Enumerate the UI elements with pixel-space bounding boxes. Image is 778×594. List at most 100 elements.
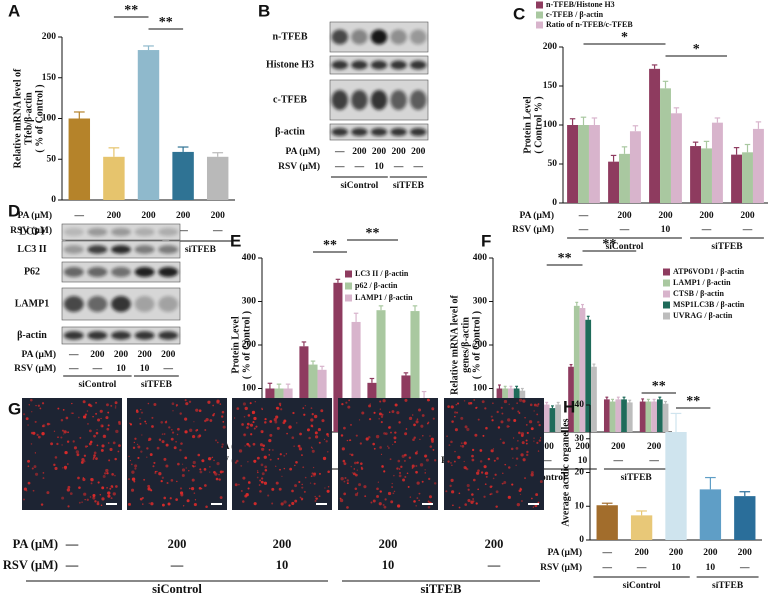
organelle-dot (358, 483, 362, 487)
organelle-dot (484, 483, 487, 485)
organelle-dot (349, 453, 351, 455)
blot-band (134, 228, 155, 236)
organelle-dot (95, 457, 98, 460)
organelle-dot (205, 505, 208, 509)
organelle-dot (533, 410, 535, 412)
organelle-dot (221, 415, 224, 418)
organelle-dot (110, 485, 114, 488)
organelle-dot (264, 421, 267, 424)
organelle-dot (256, 476, 259, 479)
organelle-dot (244, 445, 246, 447)
organelle-dot (283, 467, 286, 470)
organelle-dot (288, 425, 292, 429)
organelle-dot (243, 433, 247, 437)
organelle-dot (65, 416, 69, 420)
organelle-dot (433, 482, 437, 485)
organelle-dot (128, 502, 131, 506)
blot-band (63, 245, 84, 254)
bar (660, 88, 671, 203)
condition-value: — (177, 226, 188, 236)
organelle-dot (314, 495, 316, 498)
organelle-dot (372, 499, 376, 503)
organelle-dot (261, 472, 265, 476)
legend-label: c-TFEB / β-actin (546, 10, 604, 19)
bar (609, 401, 616, 432)
group-label: siControl (340, 181, 378, 191)
organelle-dot (327, 470, 330, 474)
organelle-dot (323, 438, 326, 440)
condition-value: 200 (114, 350, 129, 360)
organelle-dot (252, 421, 255, 424)
organelle-dot (501, 482, 504, 485)
organelle-dot (164, 421, 168, 424)
legend-label: CTSB / β-actin (673, 289, 724, 298)
condition-label: PA (μM) (286, 146, 321, 157)
organelle-dot (107, 494, 111, 498)
organelle-dot (521, 441, 525, 445)
organelle-dot (112, 492, 116, 496)
organelle-dot (495, 490, 499, 494)
organelle-dot (233, 417, 236, 419)
organelle-dot (309, 482, 312, 484)
organelle-dot (350, 453, 354, 457)
organelle-dot (428, 477, 431, 481)
organelle-dot (28, 404, 30, 406)
band-label: β-actin (17, 330, 47, 341)
condition-value: — (92, 364, 103, 374)
organelle-dot (380, 415, 384, 418)
organelle-dot (32, 489, 35, 492)
condition-value: — (74, 211, 85, 221)
organelle-dot (50, 442, 54, 446)
organelle-dot (428, 495, 432, 499)
organelle-dot (456, 411, 459, 414)
organelle-dot (343, 462, 347, 466)
y-tick-label: 0 (579, 535, 584, 545)
legend-swatch (536, 21, 543, 29)
organelle-dot (84, 413, 88, 416)
organelle-dot (451, 420, 454, 423)
organelle-dot (421, 414, 425, 417)
organelle-dot (515, 446, 519, 450)
significance-label: ** (323, 238, 337, 253)
y-tick-label: 50 (47, 154, 57, 164)
organelle-dot (346, 482, 349, 485)
panel-letter: E (230, 231, 241, 250)
organelle-dot (472, 498, 475, 500)
organelle-dot (382, 504, 385, 507)
organelle-dot (471, 454, 474, 458)
organelle-dot (264, 465, 268, 469)
organelle-dot (165, 464, 169, 468)
condition-label: RSV (μM) (10, 225, 52, 236)
organelle-dot (31, 410, 33, 413)
organelle-dot (221, 410, 225, 414)
group-label: siControl (152, 582, 202, 594)
group-label: siTFEB (712, 581, 744, 591)
blot-band (390, 60, 407, 70)
organelle-dot (61, 444, 63, 446)
organelle-dot (129, 423, 133, 426)
group-label: siTFEB (421, 582, 462, 594)
organelle-dot (67, 431, 69, 434)
organelle-dot (247, 481, 251, 485)
condition-value: 10 (116, 364, 126, 374)
organelle-dot (445, 490, 448, 493)
organelle-dot (451, 490, 455, 494)
organelle-dot (63, 433, 65, 435)
legend-label: LC3 II / β-actin (355, 269, 409, 278)
organelle-dot (415, 464, 418, 467)
organelle-dot (519, 487, 522, 490)
organelle-dot (139, 497, 143, 501)
organelle-dot (314, 431, 318, 435)
organelle-dot (387, 446, 390, 449)
organelle-dot (46, 491, 50, 495)
organelle-dot (354, 487, 358, 491)
organelle-dot (193, 502, 197, 507)
organelle-dot (312, 473, 316, 477)
organelle-dot (454, 450, 456, 453)
blot-band (87, 267, 108, 277)
y-tick-label: 150 (543, 81, 558, 91)
bar (603, 399, 610, 432)
bar (549, 408, 556, 432)
organelle-dot (236, 459, 239, 463)
